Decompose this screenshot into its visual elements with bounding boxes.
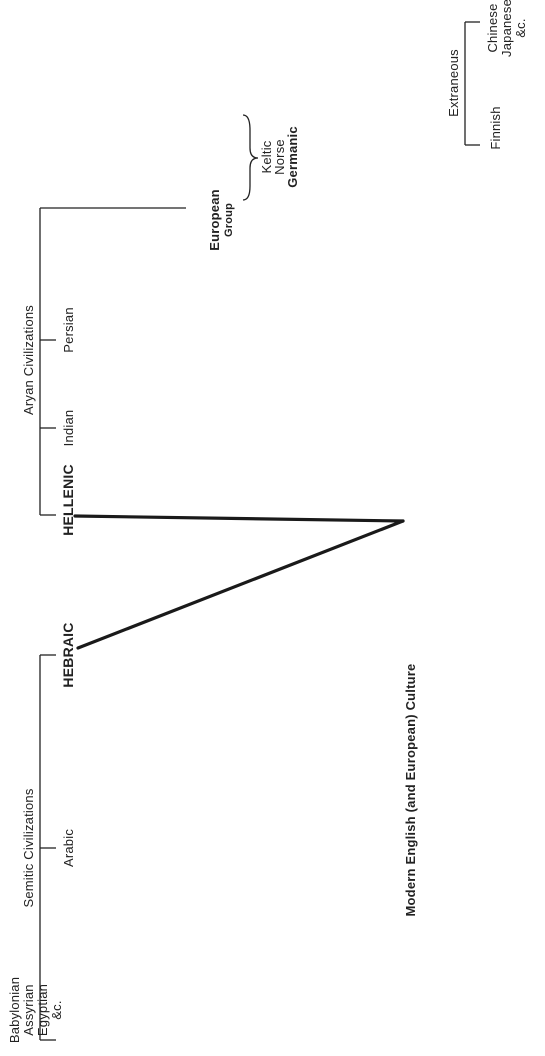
- babylonian-etc-label: &c.: [49, 1000, 64, 1019]
- semitic-bracket: [39, 654, 56, 1041]
- extraneous-bracket: [464, 21, 480, 146]
- persian-label: Persian: [61, 307, 76, 352]
- chinese-etc-label: &c.: [513, 18, 528, 37]
- hebraic-label: HEBRAIC: [60, 622, 76, 687]
- extraneous-heading: Extraneous: [446, 49, 461, 117]
- germanic-label: Germanic: [285, 126, 300, 188]
- european-group-label: Group: [223, 203, 235, 237]
- semitic-heading: Semitic Civilizations: [21, 788, 36, 907]
- japanese-label: Japanese: [499, 0, 514, 57]
- european-brace: [242, 114, 259, 201]
- keltic-label: Keltic: [259, 140, 274, 173]
- aryan-bracket: [39, 207, 186, 516]
- assyrian-label: Assyrian: [21, 984, 36, 1035]
- hellenic-label: HELLENIC: [60, 464, 76, 536]
- arabic-label: Arabic: [61, 829, 76, 867]
- result-label: Modern English (and European) Culture: [403, 664, 418, 917]
- finnish-label: Finnish: [488, 106, 503, 149]
- aryan-heading: Aryan Civilizations: [21, 305, 36, 415]
- babylonian-label: Babylonian: [7, 977, 22, 1043]
- indian-label: Indian: [61, 410, 76, 447]
- european-label: European: [207, 189, 222, 251]
- chinese-label: Chinese: [485, 3, 500, 52]
- convergence-lines: [73, 514, 405, 650]
- norse-label: Norse: [272, 139, 287, 175]
- egyptian-label: Egyptian: [35, 984, 50, 1036]
